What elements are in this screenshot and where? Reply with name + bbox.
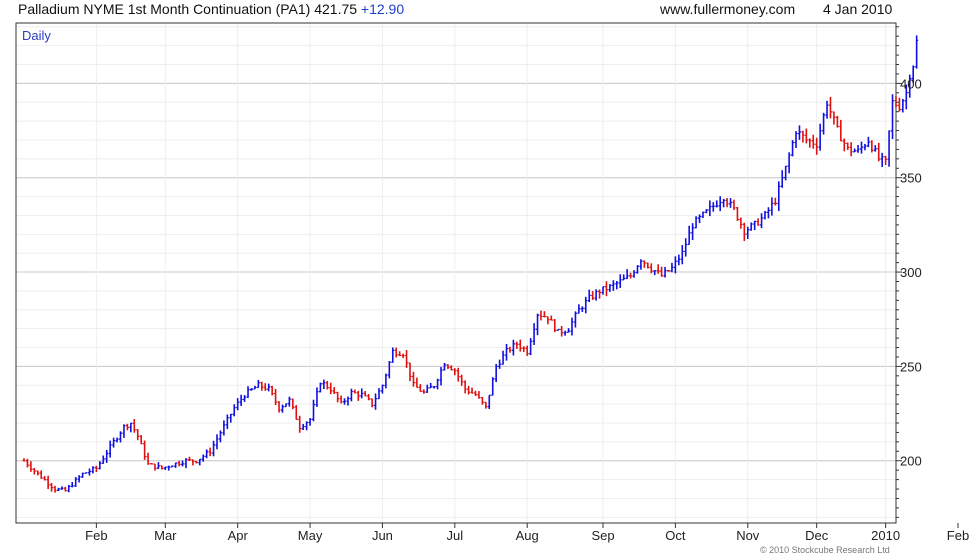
y-axis: 200 250 300 350 400: [896, 26, 922, 518]
y-tick-label: 200: [900, 454, 922, 469]
plot-frame: [15, 22, 897, 524]
x-tick-label: Jul: [446, 528, 463, 543]
x-tick-label: Oct: [665, 528, 686, 543]
x-tick-label: May: [298, 528, 323, 543]
candlestick-series: [22, 35, 919, 493]
chart-title: Palladium NYME 1st Month Continuation (P…: [18, 1, 404, 17]
x-tick-label: Apr: [228, 528, 249, 543]
x-tick-label: 2010: [871, 528, 900, 543]
x-tick-label: Jun: [372, 528, 393, 543]
x-tick-label: Mar: [154, 528, 177, 543]
price-change: +12.90: [360, 1, 405, 17]
x-tick-label: Aug: [516, 528, 539, 543]
chart-date: 4 Jan 2010: [823, 1, 893, 17]
y-tick-label: 350: [900, 171, 922, 186]
chart-header: Palladium NYME 1st Month Continuation (P…: [0, 0, 980, 22]
x-tick-label: Feb: [947, 528, 969, 543]
chart-grid: [16, 23, 896, 523]
x-tick-label: Nov: [736, 528, 760, 543]
y-tick-label: 300: [900, 265, 922, 280]
y-tick-label: 250: [900, 359, 922, 374]
x-tick-label: Dec: [805, 528, 829, 543]
copyright-text: © 2010 Stockcube Research Ltd: [760, 545, 890, 555]
x-tick-label: Sep: [591, 528, 614, 543]
instrument-title: Palladium NYME 1st Month Continuation (P…: [18, 1, 358, 17]
period-label: Daily: [22, 28, 51, 43]
website-label[interactable]: www.fullermoney.com: [660, 1, 796, 17]
x-tick-label: Feb: [85, 528, 107, 543]
x-axis: Feb Mar Apr May Jun Jul Aug Sep Oct Nov Dec 2010 Feb: [85, 523, 969, 543]
y-tick-label: 400: [900, 76, 922, 91]
